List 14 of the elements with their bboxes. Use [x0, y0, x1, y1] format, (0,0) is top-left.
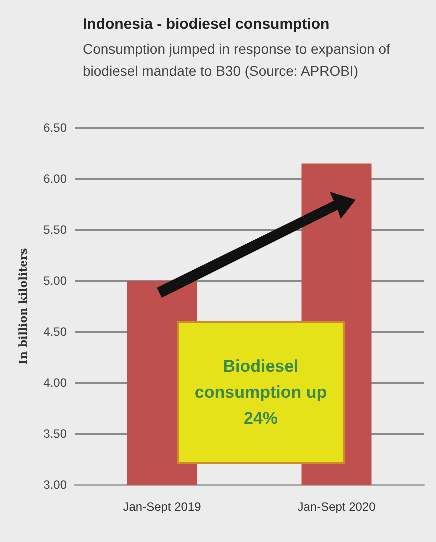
callout-box: Biodiesel consumption up 24% — [177, 321, 345, 464]
y-tick-label: 6.00 — [44, 172, 68, 186]
y-tick-label: 6.50 — [44, 121, 68, 135]
y-tick-label: 4.50 — [44, 325, 68, 339]
y-tick-label: 5.50 — [44, 223, 68, 237]
chart-title: Indonesia - biodiesel consumption — [83, 16, 330, 33]
y-tick-label: 3.00 — [44, 478, 68, 492]
x-tick-label: Jan-Sept 2019 — [123, 500, 202, 514]
x-tick-label: Jan-Sept 2020 — [298, 500, 376, 514]
y-tick-label: 3.50 — [44, 427, 68, 441]
y-tick-label: 4.00 — [44, 376, 68, 390]
y-axis-title: In billion kiloliters — [17, 248, 30, 365]
y-tick-label: 5.00 — [44, 274, 68, 288]
chart-subtitle: Consumption jumped in response to expansion of biodiesel mandate to B30 (Source: APROBI) — [83, 41, 394, 79]
